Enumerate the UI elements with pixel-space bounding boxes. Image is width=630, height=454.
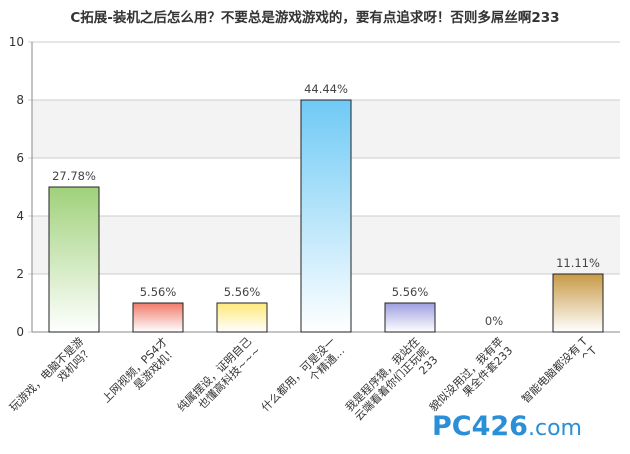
category-label: 上网视频，PS4才是游戏机！ — [99, 334, 179, 414]
y-tick-label: 8 — [16, 93, 24, 107]
data-label: 11.11% — [556, 256, 600, 270]
bar — [216, 302, 268, 333]
bar — [552, 273, 604, 333]
y-tick-label: 2 — [16, 267, 24, 281]
grid-band — [32, 42, 620, 100]
bar — [132, 302, 184, 333]
bars — [48, 99, 604, 333]
data-label: 5.56% — [140, 285, 177, 299]
y-tick-label: 6 — [16, 151, 24, 165]
category-label: 玩游戏，电脑不是游戏机吗？ — [7, 335, 95, 423]
data-labels: 27.78% 5.56% 5.56% 44.44% 5.56% 0% 11.11% — [52, 82, 600, 328]
axes: 0 2 4 6 8 10 — [9, 35, 620, 339]
category-label: 貌似没用过，我有苹果全件套233 — [426, 334, 515, 423]
chart-title: C拓展-装机之后怎么用？不要总是游戏游戏的，要有点追求呀！否则多屌丝啊233 — [70, 9, 559, 26]
category-label: 什么都用，可是没一个精通… — [259, 335, 347, 423]
data-label: 0% — [485, 314, 503, 328]
y-tick-label: 4 — [16, 209, 24, 223]
bar — [300, 99, 352, 333]
watermark-logo: PC426 .com — [432, 411, 582, 442]
y-tick-label: 10 — [9, 35, 24, 49]
category-label: 我是程序猿，我站在云端看着你们正玩呢233 — [342, 334, 440, 432]
watermark-domain: .com — [528, 416, 582, 441]
watermark-brand: PC426 — [432, 411, 528, 442]
bar — [48, 186, 100, 333]
data-label: 27.78% — [52, 169, 96, 183]
data-label: 44.44% — [304, 82, 348, 96]
category-label: 纯属摆设，证明自己也懂高科技~~~ — [174, 334, 263, 423]
bar — [384, 302, 436, 333]
category-label: 智能电脑都没有 T^T — [519, 334, 600, 415]
data-label: 5.56% — [224, 285, 261, 299]
data-label: 5.56% — [392, 285, 429, 299]
y-tick-label: 0 — [16, 325, 24, 339]
